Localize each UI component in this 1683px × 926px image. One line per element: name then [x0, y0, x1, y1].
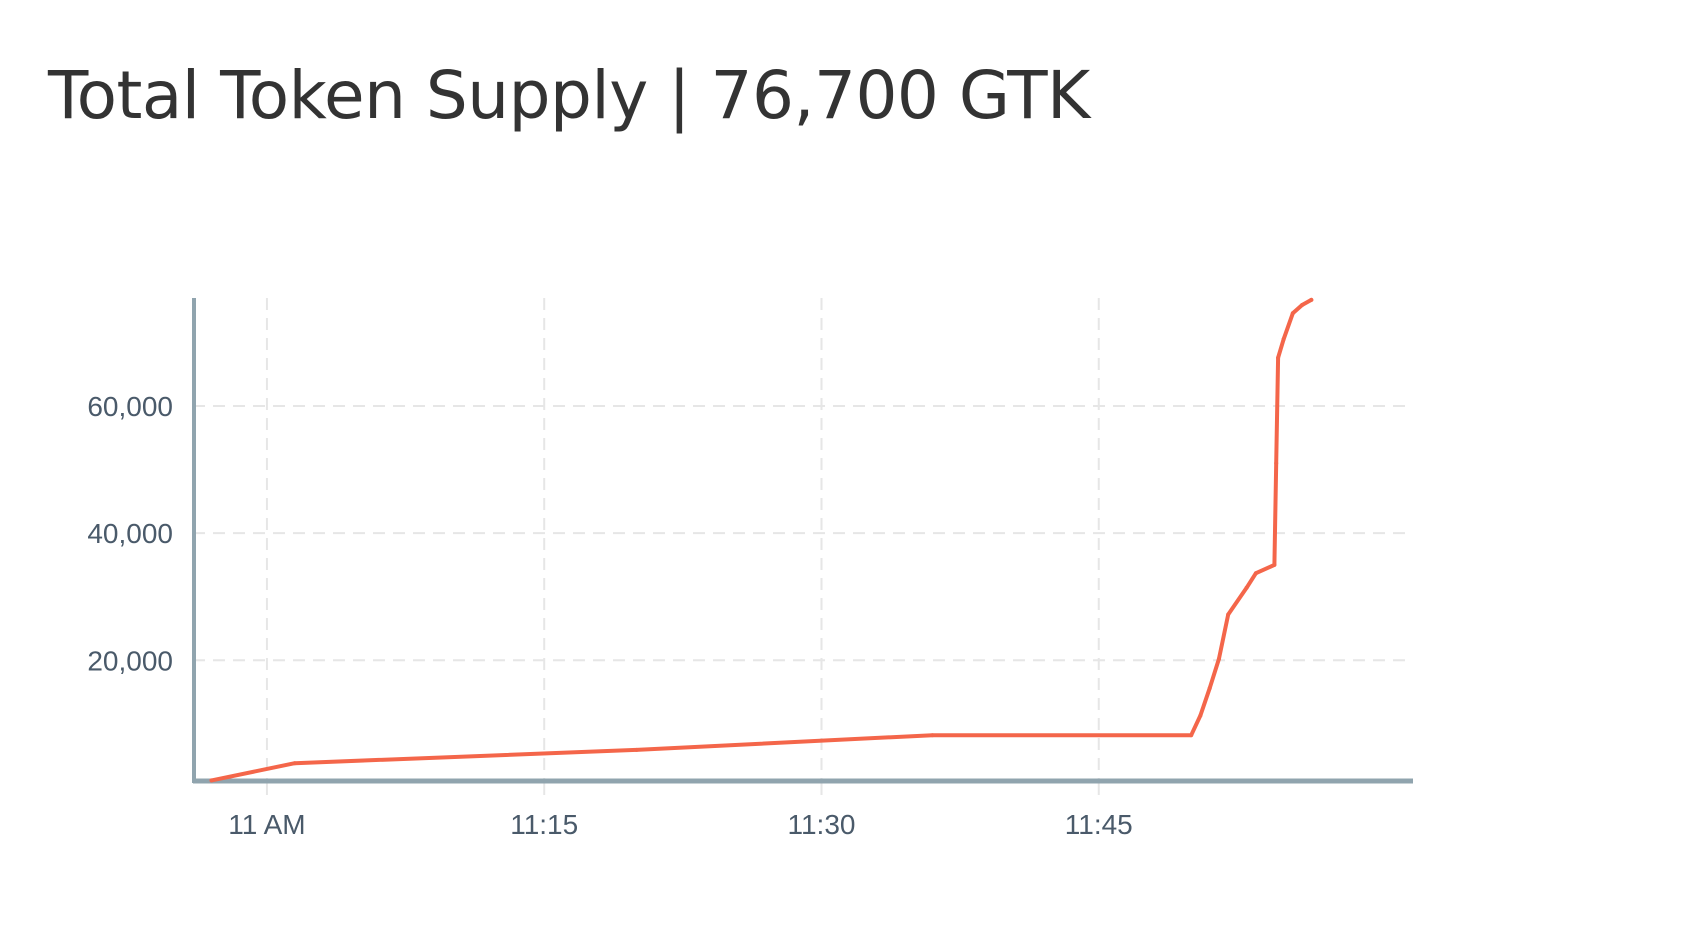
y-tick-label: 60,000	[87, 391, 173, 422]
series-line	[209, 297, 1314, 783]
axes	[192, 298, 1413, 784]
data-point	[1274, 461, 1279, 466]
data-point	[1281, 337, 1286, 342]
data-point	[1290, 311, 1295, 316]
tick-labels: 11 AM 11:15 11:30 11:45 20,000 40,000 60,000	[87, 391, 1132, 840]
data-point	[1198, 713, 1203, 718]
data-point	[1216, 657, 1221, 661]
y-tick-label: 20,000	[87, 645, 173, 676]
data-point	[1300, 303, 1305, 307]
y-tick-label: 40,000	[87, 518, 173, 549]
data-point	[1207, 686, 1212, 691]
data-point	[634, 747, 639, 752]
x-tick-label: 11:45	[1065, 809, 1133, 840]
data-point	[1189, 733, 1194, 738]
grid-lines	[193, 298, 1413, 795]
data-point	[1253, 571, 1258, 576]
data-point	[1276, 355, 1281, 360]
data-point	[1244, 585, 1249, 590]
data-point	[209, 778, 214, 783]
data-point	[292, 761, 297, 766]
data-point	[1309, 297, 1314, 302]
page-title: Total Token Supply | 76,700 GTK	[48, 57, 1090, 134]
data-point	[1272, 562, 1277, 567]
series-layer	[209, 297, 1314, 783]
data-point	[930, 733, 935, 738]
data-point	[1226, 612, 1231, 617]
x-tick-label: 11 AM	[228, 809, 305, 840]
x-tick-label: 11:30	[787, 809, 855, 840]
x-tick-label: 11:15	[510, 809, 578, 840]
